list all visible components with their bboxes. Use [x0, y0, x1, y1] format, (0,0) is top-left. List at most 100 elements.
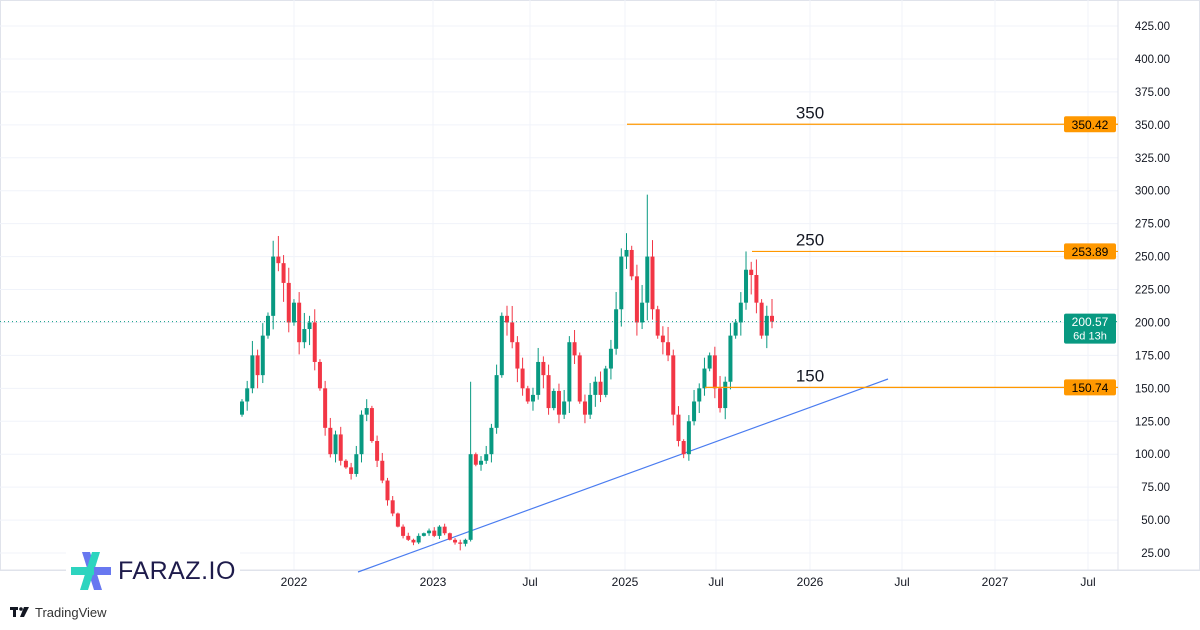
level-price-badge	[1064, 243, 1116, 260]
candle-body	[759, 302, 764, 336]
candle	[770, 298, 774, 329]
candle-body	[593, 381, 598, 395]
candle	[354, 445, 359, 477]
candle	[364, 399, 369, 422]
candle	[390, 496, 395, 517]
candle-body	[468, 454, 473, 540]
x-tick-label: 2027	[982, 575, 1009, 589]
candle-body	[323, 388, 328, 428]
candle-body	[640, 302, 645, 323]
logo-text: FARAZ.IO	[118, 556, 236, 585]
candle-body	[302, 329, 307, 343]
candle-body	[286, 282, 291, 323]
candle	[375, 435, 380, 468]
y-tick-label: 200.00	[1135, 317, 1170, 329]
candle-body	[629, 249, 634, 277]
candle-body	[770, 315, 774, 322]
candle	[250, 340, 255, 394]
level-label: 350	[796, 103, 824, 122]
candle	[380, 452, 385, 484]
candle-body	[271, 256, 276, 316]
candle-body	[588, 394, 593, 415]
candle-body	[343, 460, 348, 468]
candle-body	[546, 375, 551, 409]
candle-body	[364, 408, 369, 415]
candle	[515, 336, 520, 383]
candle	[712, 346, 717, 399]
candle	[686, 415, 691, 461]
candle-body	[738, 302, 743, 323]
candle	[614, 291, 619, 355]
candle	[738, 292, 743, 336]
candle-body	[421, 533, 426, 536]
candle	[416, 533, 421, 545]
faraz-logo: FARAZ.IO	[66, 548, 240, 594]
candle	[328, 417, 333, 458]
tradingview-brand[interactable]: TradingView	[10, 605, 107, 620]
candle	[551, 388, 556, 411]
x-tick-label: Jul	[708, 575, 723, 589]
candle	[349, 462, 354, 480]
candle	[265, 312, 270, 339]
candle	[676, 406, 681, 447]
candle	[437, 525, 442, 540]
candle	[260, 323, 265, 384]
candle-body	[427, 530, 432, 534]
candle-body	[572, 342, 577, 356]
candle	[640, 284, 645, 330]
candle	[427, 528, 432, 536]
y-tick-label: 375.00	[1135, 87, 1170, 99]
candle	[582, 394, 587, 424]
candle-body	[307, 322, 312, 330]
candle	[697, 383, 702, 414]
y-tick-label: 400.00	[1135, 54, 1170, 66]
candle	[629, 245, 634, 281]
candle	[468, 381, 473, 542]
countdown-text: 6d 13h	[1073, 331, 1107, 343]
level-label: 150	[796, 366, 824, 385]
candle	[302, 312, 307, 349]
candle-body	[614, 309, 619, 349]
candle-body	[645, 256, 650, 303]
candle-body	[484, 454, 489, 461]
candle	[312, 309, 317, 371]
candle	[271, 240, 276, 330]
candle-body	[634, 276, 639, 323]
y-tick-label: 125.00	[1135, 416, 1170, 428]
candle-body	[530, 394, 535, 402]
y-tick-label: 50.00	[1141, 515, 1170, 527]
candle-body	[692, 401, 697, 422]
candle	[728, 323, 733, 390]
candle	[421, 532, 426, 537]
candle	[317, 359, 322, 391]
candle	[245, 380, 250, 411]
candle	[479, 456, 484, 471]
candle-body	[749, 269, 754, 276]
candle	[759, 299, 764, 339]
candle-body	[406, 535, 411, 540]
candle-body	[723, 381, 728, 409]
x-tick-label: 2022	[281, 575, 308, 589]
candle-body	[473, 454, 478, 465]
candle-body	[333, 434, 338, 455]
candle	[276, 235, 281, 272]
candle	[385, 477, 390, 506]
candle-body	[447, 533, 452, 540]
candle	[541, 356, 546, 389]
candle-body	[603, 368, 608, 395]
y-tick-label: 75.00	[1141, 482, 1170, 494]
candle-body	[453, 539, 458, 543]
candle	[530, 387, 535, 411]
candle	[281, 255, 286, 302]
candle-body	[369, 408, 374, 442]
candle-body	[624, 249, 629, 257]
candle-body	[650, 256, 655, 310]
candle	[323, 380, 328, 436]
candle	[510, 305, 515, 349]
candle-body	[281, 263, 286, 283]
candle-body	[255, 355, 260, 376]
candle-body	[541, 361, 546, 376]
candle	[593, 376, 598, 407]
candle-body	[712, 355, 717, 389]
